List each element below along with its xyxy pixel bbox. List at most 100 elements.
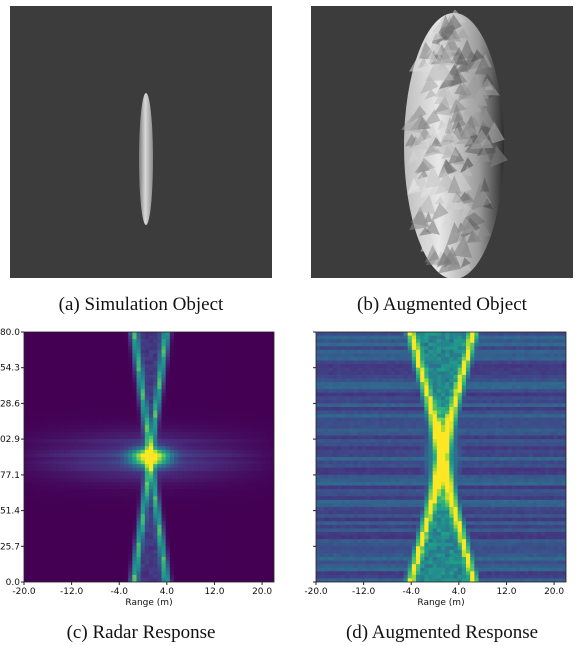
heatmap-cell bbox=[190, 557, 196, 562]
heatmap-cell bbox=[178, 567, 183, 572]
heatmap-cell bbox=[136, 353, 142, 358]
heatmap-cell bbox=[153, 453, 158, 458]
heatmap-cell bbox=[157, 560, 163, 565]
heatmap-cell bbox=[211, 464, 217, 469]
heatmap-cell bbox=[40, 392, 46, 397]
heatmap-cell bbox=[103, 446, 108, 451]
heatmap-cell bbox=[69, 421, 75, 426]
heatmap-cell bbox=[124, 482, 129, 487]
heatmap-cell bbox=[153, 503, 158, 508]
heatmap-cell bbox=[36, 371, 42, 376]
heatmap-cell bbox=[32, 485, 38, 490]
heatmap-cell bbox=[219, 385, 225, 390]
heatmap-cell bbox=[215, 457, 221, 462]
heatmap-cell bbox=[432, 335, 438, 340]
heatmap-cell bbox=[445, 360, 450, 365]
heatmap-cell bbox=[161, 385, 167, 390]
heatmap-cell bbox=[482, 332, 488, 337]
heatmap-cell bbox=[132, 428, 138, 433]
heatmap-cell bbox=[269, 574, 274, 580]
heatmap-cell bbox=[244, 399, 250, 405]
heatmap-cell bbox=[203, 421, 208, 426]
heatmap-cell bbox=[219, 528, 225, 533]
heatmap-cell bbox=[240, 485, 246, 490]
heatmap-cell bbox=[94, 396, 100, 401]
heatmap-cell bbox=[24, 407, 29, 412]
heatmap-cell bbox=[165, 396, 171, 401]
heatmap-cell bbox=[386, 353, 392, 358]
heatmap-cell bbox=[224, 389, 229, 394]
heatmap-cell bbox=[132, 460, 138, 465]
heatmap-cell bbox=[57, 342, 63, 347]
heatmap-cell bbox=[194, 371, 200, 376]
heatmap-cell bbox=[178, 528, 183, 533]
heatmap-cell bbox=[49, 574, 54, 580]
heatmap-cell bbox=[28, 349, 33, 355]
heatmap-cell bbox=[503, 339, 509, 344]
heatmap-cell bbox=[140, 528, 146, 533]
heatmap-cell bbox=[232, 442, 238, 447]
heatmap-cell bbox=[244, 485, 250, 490]
heatmap-cell bbox=[57, 396, 63, 401]
heatmap-cell bbox=[115, 503, 121, 508]
heatmap-cell bbox=[40, 399, 46, 405]
heatmap-cell bbox=[149, 539, 154, 544]
heatmap-cell bbox=[103, 424, 108, 430]
heatmap-cell bbox=[536, 332, 542, 337]
heatmap-cell bbox=[169, 385, 175, 390]
heatmap-cell bbox=[57, 507, 63, 512]
heatmap-cell bbox=[253, 342, 258, 347]
heatmap-cell bbox=[161, 567, 167, 572]
heatmap-cell bbox=[232, 421, 238, 426]
heatmap-cell bbox=[24, 532, 29, 537]
heatmap-cell bbox=[82, 432, 88, 437]
heatmap-cell bbox=[140, 574, 146, 580]
heatmap-cell bbox=[128, 399, 133, 405]
heatmap-cell bbox=[466, 364, 471, 369]
heatmap-cell bbox=[211, 567, 217, 572]
heatmap-cell bbox=[249, 492, 254, 497]
heatmap-cell bbox=[157, 428, 163, 433]
heatmap-cell bbox=[28, 553, 33, 558]
heatmap-cell bbox=[424, 364, 430, 369]
heatmap-cell bbox=[486, 332, 492, 337]
heatmap-cell bbox=[132, 542, 138, 547]
heatmap-cell bbox=[149, 389, 154, 394]
heatmap-cell bbox=[136, 521, 142, 526]
heatmap-cell bbox=[382, 335, 388, 340]
heatmap-cell bbox=[57, 535, 63, 540]
heatmap-cell bbox=[82, 532, 88, 537]
heatmap-cell bbox=[40, 560, 46, 565]
heatmap-cell bbox=[453, 357, 459, 362]
heatmap-cell bbox=[165, 517, 171, 522]
heatmap-cell bbox=[53, 378, 58, 383]
heatmap-cell bbox=[349, 339, 355, 344]
heatmap-cell bbox=[128, 489, 133, 494]
heatmap-cell bbox=[149, 449, 154, 455]
x-tick-label: 4.0 bbox=[160, 587, 175, 597]
heatmap-cell bbox=[24, 574, 29, 580]
heatmap-cell bbox=[32, 424, 38, 430]
heatmap-cell bbox=[94, 364, 100, 369]
heatmap-cell bbox=[119, 446, 125, 451]
heatmap-cell bbox=[149, 564, 154, 569]
heatmap-cell bbox=[265, 364, 271, 369]
heatmap-cell bbox=[149, 367, 154, 372]
heatmap-cell bbox=[174, 478, 179, 483]
heatmap-cell bbox=[320, 339, 325, 344]
heatmap-cell bbox=[541, 357, 546, 362]
heatmap-cell bbox=[36, 428, 42, 433]
heatmap-cell bbox=[49, 496, 54, 501]
heatmap-cell bbox=[53, 367, 58, 372]
heatmap-cell bbox=[211, 517, 217, 522]
heatmap-cell bbox=[253, 471, 258, 476]
heatmap-cell bbox=[82, 492, 88, 497]
heatmap-cell bbox=[61, 389, 67, 394]
heatmap-cell bbox=[257, 414, 263, 419]
heatmap-cell bbox=[249, 539, 254, 544]
heatmap-cell bbox=[136, 332, 142, 337]
heatmap-cell bbox=[61, 507, 67, 512]
heatmap-cell bbox=[169, 396, 175, 401]
heatmap-cell bbox=[28, 342, 33, 347]
heatmap-cell bbox=[69, 492, 75, 497]
